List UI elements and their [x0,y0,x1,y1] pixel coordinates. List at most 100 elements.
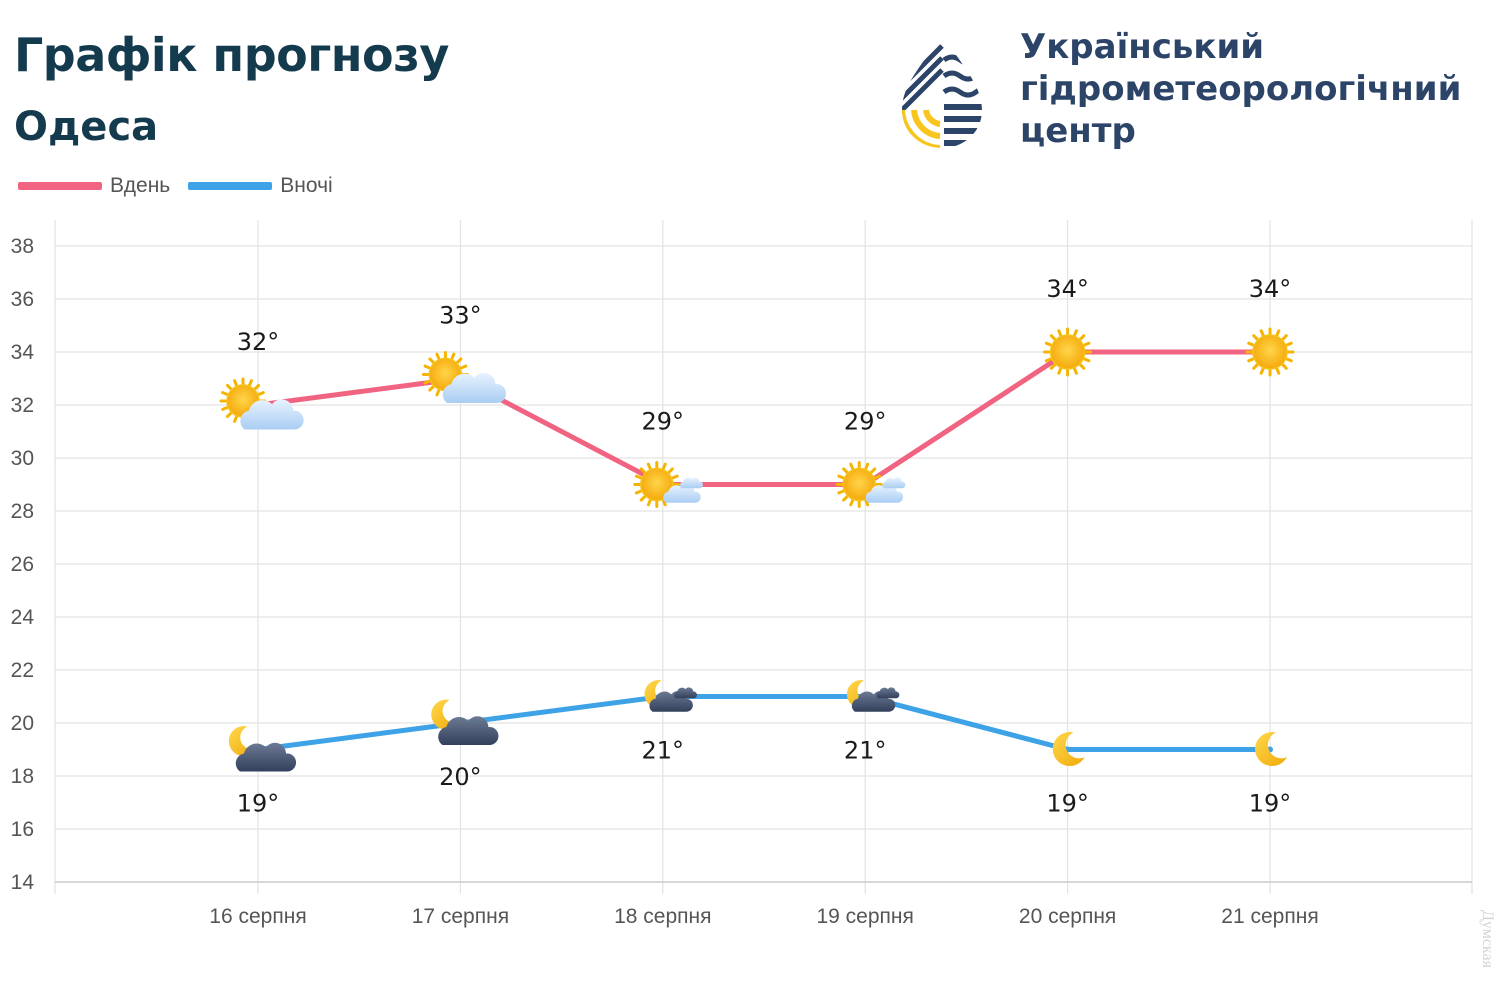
y-tick-label: 26 [11,553,34,576]
y-tick-label: 24 [11,606,35,629]
legend-label-day: Вдень [110,174,171,197]
page-title: Графік прогнозу [14,28,449,82]
cloud-shape [240,399,304,430]
sun-ray [248,379,253,387]
sun-rays [1043,327,1093,377]
sun-ray [1072,367,1078,375]
sun-disc [1252,334,1288,370]
sun-ray [435,352,441,361]
sun-ray [435,388,441,397]
data-label-day: 32° [237,328,280,356]
y-tick-label: 22 [11,659,34,682]
sun-ray [1049,334,1057,341]
sun-ray [423,379,432,385]
sun-ray [428,385,435,392]
cloud-shape [674,687,697,699]
series-line-night [255,694,1273,752]
sun-ray [1247,357,1255,363]
moon-small-cloud-icon [846,680,900,712]
moon-shape [431,699,460,730]
sun-small-cloud-icon [835,461,906,508]
sun-ray [1057,329,1063,337]
sun-small-cloud-icon [633,461,703,508]
sun-ray [450,352,456,361]
x-tick-label: 19 серпня [816,905,913,928]
y-tick-label: 20 [11,712,34,735]
org-line-3: центр [1020,111,1136,151]
org-line-2: гідрометеорологічний [1020,69,1462,109]
sun-ray [1057,367,1063,375]
y-tick-label: 28 [11,500,34,523]
cloud-shape [442,372,507,403]
data-label-night: 21° [642,737,685,765]
sun-ray [639,467,647,474]
data-label-night: 19° [237,790,280,818]
sun-icon [1245,327,1295,377]
moon-shape [1052,732,1085,767]
y-tick-label: 36 [11,288,34,311]
sun-ray [1072,329,1078,337]
sun-ray [1275,329,1281,337]
sun-ray [221,391,229,396]
sun-cloud-icon [421,351,507,403]
y-tick-label: 14 [11,871,35,894]
legend-swatch-day [18,182,102,190]
sun-ray [1252,334,1259,341]
sun-ray [1078,334,1086,341]
cloud-shape [680,477,703,489]
sun-ray [634,474,643,480]
sun-ray [842,467,849,474]
sun-ray [849,498,855,507]
data-label-day: 34° [1249,275,1292,303]
legend-label-night: Вночі [280,174,333,197]
y-tick-label: 34 [11,341,35,364]
sun-disc [842,467,876,502]
sun-ray [253,383,261,391]
sun-ray [864,462,870,471]
moon-shape [644,680,671,709]
data-label-night: 19° [1249,790,1292,818]
data-label-day: 33° [439,302,482,330]
sun-ray [428,357,435,364]
sun-ray [849,462,855,471]
legend-item-day[interactable]: Вдень [18,174,170,198]
sun-disc [640,467,674,502]
x-tick-label: 21 серпня [1221,905,1318,928]
cloud-shape [663,484,701,503]
data-label-night: 21° [844,737,887,765]
y-tick-label: 18 [11,765,34,788]
sun-ray [455,357,463,364]
sun-ray [1285,341,1293,347]
organization-name: Український гідрометеорологічний центр [1020,26,1461,152]
sun-ray [221,406,229,411]
chart-icons [219,327,1295,772]
cloud-shape [865,484,904,503]
x-tick-label: 16 серпня [209,905,306,928]
sun-ray [1044,357,1053,363]
sun-ray [1078,363,1086,370]
sun-ray [1259,329,1265,337]
sun-ray [837,474,845,480]
sun-cloud-icon [219,377,304,430]
y-tick-label: 38 [11,235,34,258]
watermark: Думская [1479,910,1496,968]
drop-logo-icon [902,32,982,148]
sun-ray [869,467,877,474]
x-tick-label: 17 серпня [412,905,509,928]
moon-icon [1255,732,1287,767]
sun-rays [1245,327,1295,377]
sun-ray [671,474,679,480]
series-line-day [255,349,1273,487]
sun-ray [1259,367,1265,375]
sun-ray [639,495,647,502]
sun-ray [1082,357,1091,363]
sun-ray [233,379,238,387]
sun-ray [1247,341,1255,347]
sun-ray [225,411,233,419]
sun-ray [873,474,882,480]
cloud-shape [876,687,900,699]
sun-ray [646,462,652,471]
sun-ray [459,364,468,370]
legend-item-night[interactable]: Вночі [188,174,333,198]
